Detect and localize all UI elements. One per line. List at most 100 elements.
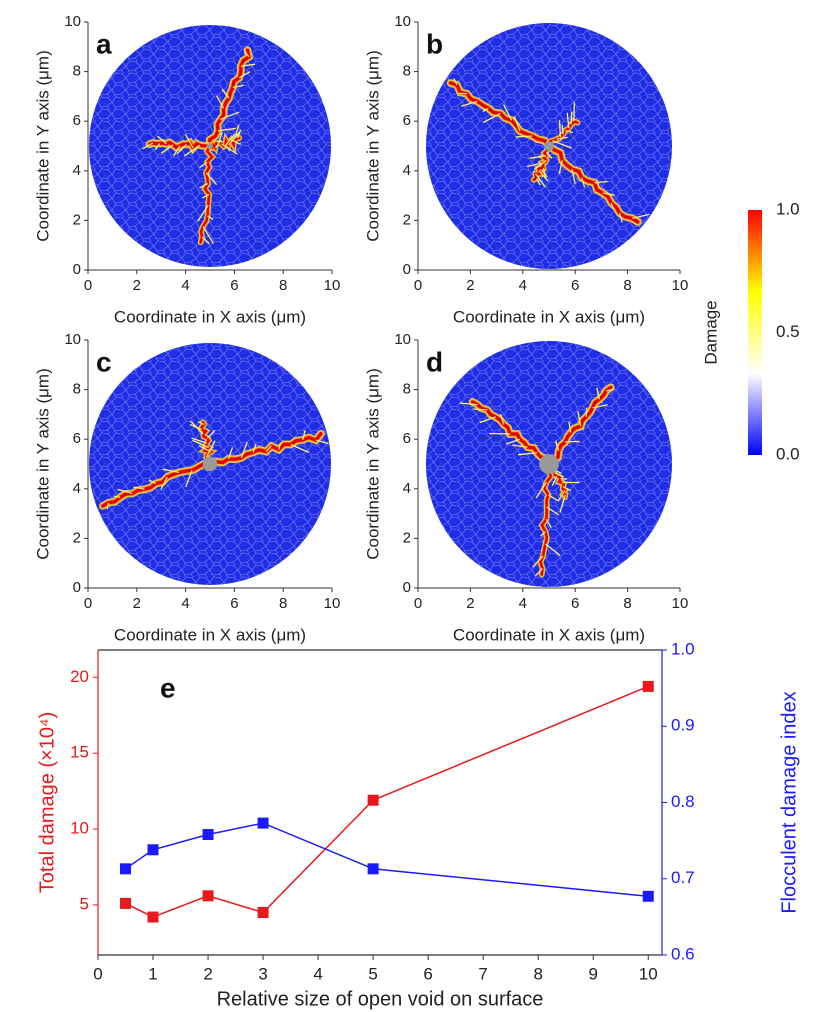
crack-branch bbox=[160, 476, 168, 490]
panel-label: c bbox=[96, 346, 112, 377]
y-axis-title: Coordinate in Y axis (μm) bbox=[33, 368, 52, 560]
x-tick-label: 8 bbox=[279, 277, 287, 294]
y-tick-label: 6 bbox=[403, 112, 411, 129]
void bbox=[207, 143, 213, 149]
y-tick-label: 6 bbox=[73, 112, 81, 129]
y-tick-label: 4 bbox=[403, 480, 411, 497]
crack-branch bbox=[232, 84, 244, 89]
crack-branch bbox=[594, 180, 608, 184]
crack-branch bbox=[534, 567, 543, 577]
marker bbox=[202, 829, 214, 841]
y2-tick-label: 0.8 bbox=[671, 792, 695, 811]
crack-branch bbox=[479, 416, 496, 424]
marker bbox=[367, 794, 379, 806]
crack-branch bbox=[205, 172, 218, 186]
y-tick-label: 10 bbox=[64, 13, 81, 30]
x-tick-label: 0 bbox=[414, 277, 422, 294]
crack-branch bbox=[199, 161, 208, 169]
crack-branch bbox=[192, 439, 210, 449]
crack-branch bbox=[290, 443, 309, 453]
crack-branch bbox=[473, 408, 488, 411]
y-tick-label: 4 bbox=[403, 162, 411, 179]
x-tick-label: 10 bbox=[672, 595, 689, 612]
crack-branch bbox=[535, 173, 546, 188]
y-tick-label: 0 bbox=[403, 261, 411, 278]
crack-branch bbox=[461, 100, 478, 107]
y-axis-title: Coordinate in Y axis (μm) bbox=[33, 50, 52, 242]
y-tick-label: 2 bbox=[403, 211, 411, 228]
y-axis-title: Coordinate in Y axis (μm) bbox=[363, 50, 382, 242]
x-tick-label: 0 bbox=[414, 595, 422, 612]
crack-branch bbox=[542, 167, 547, 179]
colorbar-tick-label: 1.0 bbox=[776, 199, 800, 218]
x-tick-label: 8 bbox=[279, 595, 287, 612]
y-tick-label: 10 bbox=[70, 819, 89, 838]
panel-label: a bbox=[96, 28, 112, 59]
x-tick-label: 0 bbox=[84, 595, 92, 612]
x-axis-title: Coordinate in X axis (μm) bbox=[453, 307, 645, 326]
marker bbox=[120, 863, 132, 875]
x-tick-label: 2 bbox=[133, 277, 141, 294]
y-tick-label: 15 bbox=[70, 743, 89, 762]
crack-branch bbox=[513, 116, 521, 132]
crack-branch bbox=[217, 127, 236, 132]
crack-branch bbox=[278, 442, 282, 450]
crack-branch bbox=[197, 204, 209, 222]
crack-branch bbox=[489, 432, 511, 435]
crack-branch bbox=[220, 111, 239, 121]
panel-label: e bbox=[160, 672, 176, 703]
crack-branch bbox=[197, 421, 205, 425]
colorbar bbox=[748, 210, 762, 455]
x-tick-label: 4 bbox=[313, 964, 322, 983]
crack-branch bbox=[561, 124, 564, 135]
y-tick-label: 4 bbox=[73, 480, 81, 497]
crack-branch bbox=[545, 151, 553, 159]
y-tick-label: 8 bbox=[73, 63, 81, 80]
x-tick-label: 9 bbox=[588, 964, 597, 983]
damage-map bbox=[426, 341, 672, 587]
x-tick-label: 8 bbox=[623, 277, 631, 294]
colorbar-title: Damage bbox=[701, 300, 720, 364]
marker bbox=[147, 844, 159, 856]
crack-branch bbox=[238, 71, 251, 79]
y-tick-label: 8 bbox=[73, 381, 81, 398]
crack-branch bbox=[557, 489, 566, 502]
crack-branch bbox=[202, 226, 214, 244]
crack-branch bbox=[148, 479, 157, 485]
crack-branch bbox=[302, 429, 306, 441]
series-line bbox=[125, 685, 649, 918]
y2-tick-label: 1.0 bbox=[671, 639, 695, 658]
crack-branch bbox=[176, 143, 187, 155]
x-tick-label: 4 bbox=[181, 277, 189, 294]
crack-branch bbox=[596, 387, 601, 400]
crack-branch bbox=[117, 488, 133, 495]
crack-branch bbox=[114, 495, 121, 499]
y2-tick-label: 0.7 bbox=[671, 868, 695, 887]
crack-branch bbox=[540, 531, 546, 537]
y-tick-label: 5 bbox=[80, 894, 89, 913]
colorbar-tick-label: 0.0 bbox=[776, 444, 800, 463]
y-tick-label: 10 bbox=[394, 13, 411, 30]
crack-branch bbox=[577, 410, 582, 427]
x-tick-label: 0 bbox=[84, 277, 92, 294]
x-tick-label: 2 bbox=[466, 277, 474, 294]
crack-branch bbox=[244, 51, 250, 58]
crack-branch bbox=[230, 139, 241, 145]
crack-branch bbox=[529, 155, 547, 159]
crack-branch bbox=[515, 135, 533, 138]
crack-branch bbox=[606, 388, 615, 392]
y-tick-label: 6 bbox=[73, 430, 81, 447]
x-tick-label: 0 bbox=[93, 964, 102, 983]
crack-branch bbox=[217, 132, 223, 144]
crack-branch bbox=[545, 543, 561, 557]
y-tick-label: 8 bbox=[403, 381, 411, 398]
crack-branch bbox=[482, 112, 501, 124]
crack-branch bbox=[533, 159, 547, 171]
crack-branch bbox=[558, 120, 562, 138]
x-tick-label: 4 bbox=[181, 595, 189, 612]
crack-branch bbox=[265, 445, 272, 453]
crack-branch bbox=[453, 78, 458, 86]
crack-branch bbox=[551, 475, 558, 486]
y2-tick-label: 0.9 bbox=[671, 716, 695, 735]
